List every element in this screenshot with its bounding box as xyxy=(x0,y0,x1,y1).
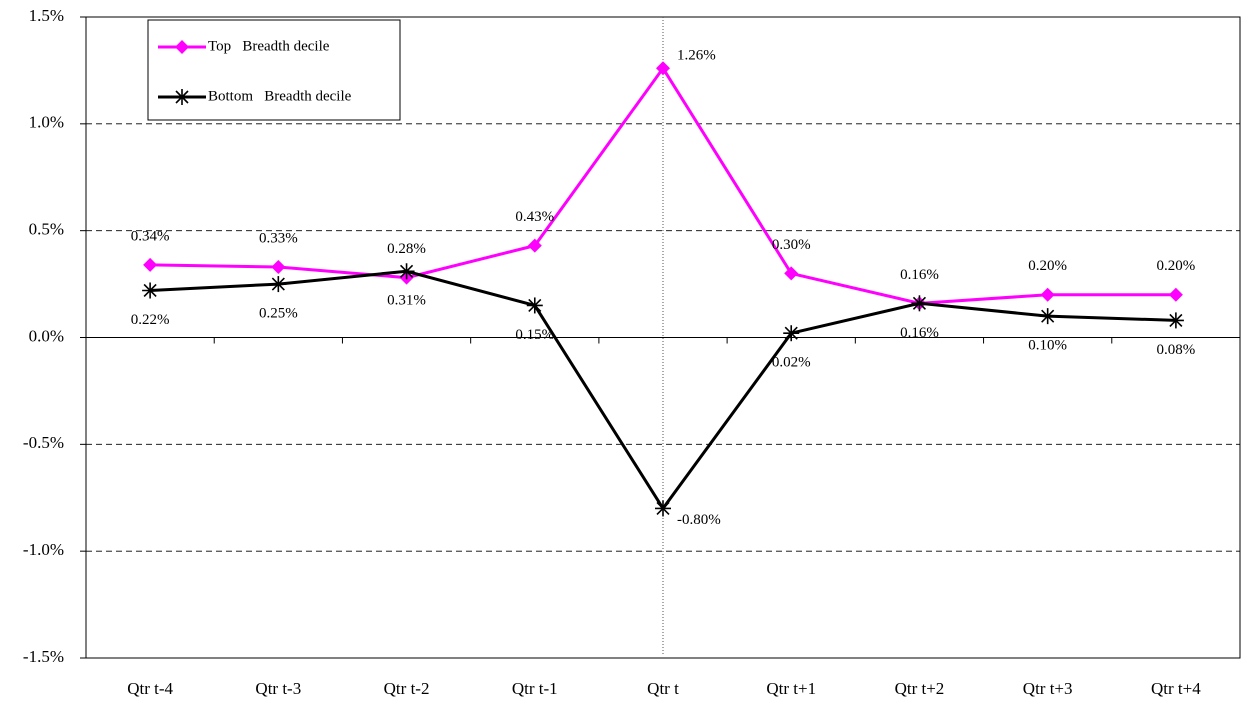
data-point xyxy=(1168,287,1183,302)
y-tick-label: 1.5% xyxy=(29,6,64,25)
marker-stroke xyxy=(271,277,285,291)
data-point xyxy=(1040,287,1055,302)
data-point xyxy=(783,325,800,342)
marker-stroke xyxy=(656,501,670,515)
data-point xyxy=(175,40,189,54)
data-label: -0.80% xyxy=(677,512,721,528)
data-label: 0.16% xyxy=(900,267,939,283)
data-label: 0.10% xyxy=(1028,338,1067,354)
data-label: 0.33% xyxy=(259,230,298,246)
data-point xyxy=(270,276,287,293)
x-tick-label: Qtr t+3 xyxy=(1023,679,1073,698)
data-label: 0.02% xyxy=(772,355,811,371)
data-point xyxy=(398,263,415,280)
x-tick-label: Qtr t-4 xyxy=(127,679,173,698)
data-label: 0.30% xyxy=(772,237,811,253)
data-point xyxy=(784,266,799,281)
marker-stroke xyxy=(399,264,414,278)
y-tick-label: 0.0% xyxy=(29,326,64,345)
y-tick-label: -1.5% xyxy=(23,647,64,666)
data-point xyxy=(655,500,671,517)
x-tick-label: Qtr t-2 xyxy=(384,679,430,698)
x-tick-label: Qtr t+4 xyxy=(1151,679,1201,698)
data-point xyxy=(656,61,670,76)
x-tick-label: Qtr t+1 xyxy=(766,679,816,698)
marker-stroke xyxy=(528,298,542,313)
legend-box xyxy=(147,19,401,121)
data-label: 1.26% xyxy=(677,48,716,64)
data-label: 0.16% xyxy=(900,325,939,341)
legend-label: Top Breadth decile xyxy=(208,38,330,54)
data-point xyxy=(143,257,158,272)
x-tick-label: Qtr t-1 xyxy=(512,679,558,698)
x-tick-label: Qtr t xyxy=(647,679,679,698)
data-label: 0.20% xyxy=(1028,258,1067,274)
data-label: 0.34% xyxy=(131,228,170,244)
data-label: 0.15% xyxy=(515,327,554,343)
data-label: 0.08% xyxy=(1157,342,1196,358)
data-point xyxy=(526,297,543,314)
data-label: 0.22% xyxy=(131,312,170,328)
data-point xyxy=(1167,312,1184,329)
marker-stroke xyxy=(175,90,189,104)
legend-label: Bottom Breadth decile xyxy=(208,88,352,104)
data-point xyxy=(142,282,159,299)
y-tick-label: -1.0% xyxy=(23,540,64,559)
marker-stroke xyxy=(1041,309,1055,323)
marker-stroke xyxy=(784,326,798,340)
data-label: 0.20% xyxy=(1157,258,1196,274)
marker-stroke xyxy=(1169,313,1183,327)
y-tick-label: 0.5% xyxy=(29,220,64,239)
data-point xyxy=(911,295,928,312)
y-tick-label: -0.5% xyxy=(23,433,64,452)
data-label: 0.31% xyxy=(387,293,426,309)
data-point xyxy=(271,259,286,274)
data-label: 0.43% xyxy=(515,209,554,225)
data-label: 0.25% xyxy=(259,306,298,322)
x-tick-label: Qtr t-3 xyxy=(255,679,301,698)
data-label: 0.28% xyxy=(387,241,426,257)
data-point xyxy=(1039,308,1056,325)
marker-stroke xyxy=(143,283,157,298)
data-point xyxy=(527,238,542,253)
marker-stroke xyxy=(912,296,927,310)
y-tick-label: 1.0% xyxy=(29,113,64,132)
x-tick-label: Qtr t+2 xyxy=(895,679,945,698)
data-point xyxy=(174,89,190,105)
